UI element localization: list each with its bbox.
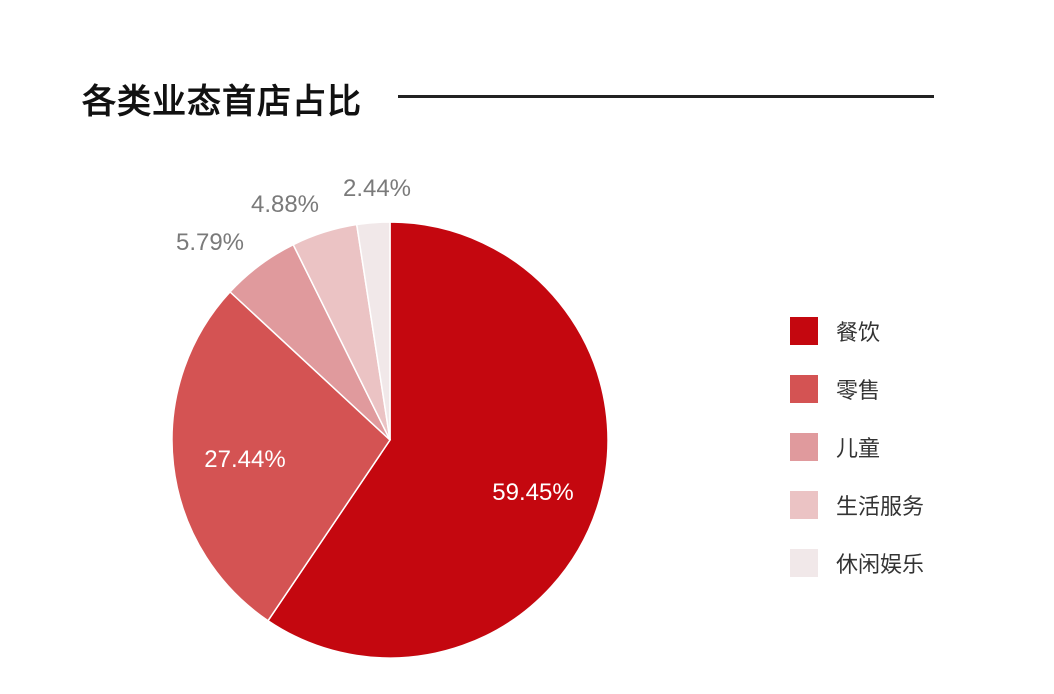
legend-item-dining: 餐饮	[790, 302, 924, 360]
slice-label: 5.79%	[176, 229, 244, 256]
slice-label: 2.44%	[343, 175, 411, 202]
legend-label: 生活服务	[836, 495, 925, 520]
legend: 餐饮 零售 儿童 生活服务 休闲娱乐	[790, 302, 924, 592]
legend-label: 零售	[836, 379, 881, 404]
legend-item-life-services: 生活服务	[790, 476, 924, 534]
pie-slice-1	[171, 290, 391, 622]
chart-title: 各类业态首店占比	[82, 82, 362, 122]
slice-label: 27.44%	[204, 446, 285, 473]
legend-label: 休闲娱乐	[836, 553, 925, 578]
slice-label: 4.88%	[251, 191, 319, 218]
legend-label: 餐饮	[836, 321, 881, 346]
legend-swatch	[790, 491, 818, 519]
title-divider	[398, 95, 934, 98]
legend-item-retail: 零售	[790, 360, 924, 418]
legend-item-children: 儿童	[790, 418, 924, 476]
slice-label: 59.45%	[492, 479, 573, 506]
pie-slice-0	[266, 221, 609, 659]
legend-swatch	[790, 433, 818, 461]
legend-swatch	[790, 375, 818, 403]
legend-swatch	[790, 317, 818, 345]
legend-item-leisure: 休闲娱乐	[790, 534, 924, 592]
pie-slice-4	[355, 221, 391, 441]
legend-label: 儿童	[836, 437, 881, 462]
legend-swatch	[790, 549, 818, 577]
